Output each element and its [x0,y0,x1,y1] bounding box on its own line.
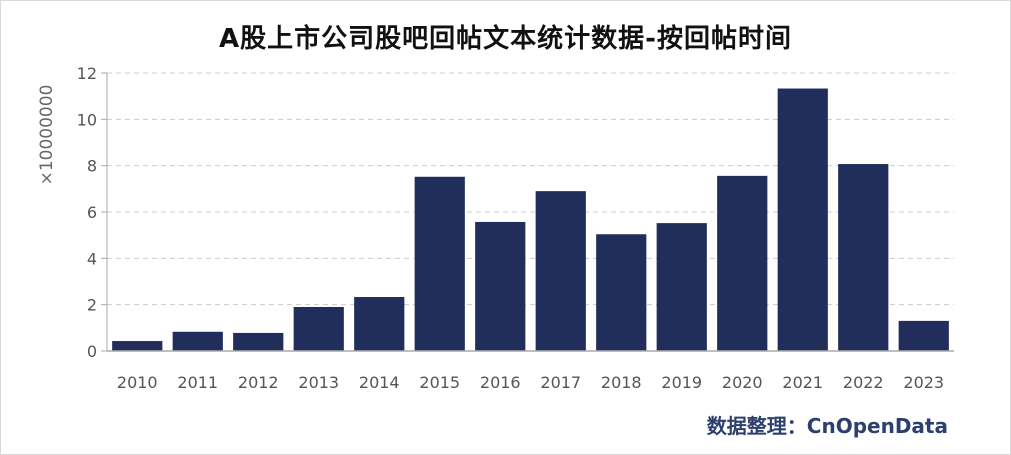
x-tick-label: 2020 [722,373,763,392]
bar-2017 [535,191,586,351]
x-tick-label: 2023 [903,373,944,392]
y-tick-label: 2 [87,296,97,315]
x-tick-label: 2018 [601,373,642,392]
bar-2023 [898,320,949,351]
x-tick-label: 2017 [540,373,581,392]
bar-2016 [475,221,526,351]
y-tick-label: 0 [87,342,97,361]
bar-2011 [172,331,223,351]
bar-2014 [354,297,405,351]
x-tick-label: 2021 [782,373,823,392]
y-tick-label: 6 [87,203,97,222]
x-tick-label: 2022 [843,373,884,392]
bars [112,88,949,351]
bar-2022 [838,164,889,351]
bar-2021 [777,88,828,351]
x-tick-label: 2014 [359,373,400,392]
bar-2015 [414,176,465,351]
y-tick-labels: 0 2 4 6 8 10 12 [77,64,107,361]
bar-2012 [233,332,284,351]
x-tick-label: 2015 [419,373,460,392]
chart-title: A股上市公司股吧回帖文本统计数据-按回帖时间 [219,24,792,54]
y-tick-label: 4 [87,249,97,268]
x-tick-label: 2010 [117,373,158,392]
bar-2013 [293,306,344,351]
bar-2019 [656,223,707,351]
x-tick-labels: 2010 2011 2012 2013 2014 2015 2016 2017 2018 2019… [117,373,944,392]
y-tick-label: 10 [77,110,97,129]
x-tick-label: 2011 [177,373,218,392]
x-tick-label: 2012 [238,373,279,392]
y-tick-label: 12 [77,64,97,83]
bar-2018 [596,234,647,351]
x-tick-label: 2013 [298,373,339,392]
y-tick-label: 8 [87,157,97,176]
x-tick-label: 2016 [480,373,521,392]
x-tick-label: 2019 [661,373,702,392]
bar-2010 [112,341,163,351]
data-credit: 数据整理：CnOpenData [706,414,948,438]
bar-2020 [717,175,768,351]
